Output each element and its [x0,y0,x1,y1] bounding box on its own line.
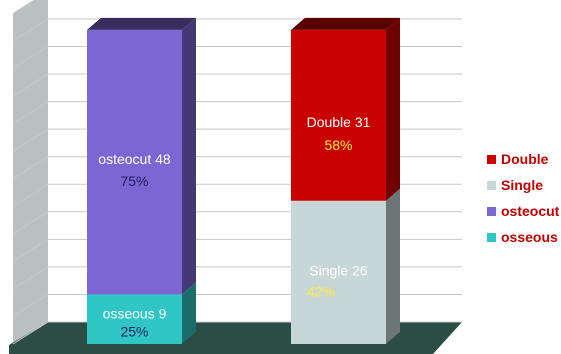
bar-top [291,17,400,30]
legend-label: Single [501,177,544,193]
legend-label: Double [501,151,549,167]
percent-label-double: 58% [324,137,352,153]
bar-segment-double-side [386,17,400,201]
bar-segment-single-side [386,188,400,344]
legend-swatch [487,154,496,164]
legend-label: osteocut [501,203,560,219]
data-label-osseous: osseous 9 [103,305,167,321]
data-label-double: Double 31 [307,114,371,130]
percent-label-single: 42% [307,284,335,300]
data-label-osteocut: osteocut 48 [98,151,171,167]
gridline [12,0,36,14]
data-label-single: Single 26 [309,263,368,279]
legend-item-single: Single [487,172,561,198]
legend-swatch [487,206,496,216]
side-wall [13,0,48,344]
bar-segment-osteocut-side [182,17,196,295]
legend-swatch [487,180,496,190]
bar-segment-osteocut [87,29,182,295]
data-labels: osseous 9 25% osteocut 48 75% Single 26 42% Do… [98,114,370,339]
bars [87,17,400,344]
legend-item-osteocut: osteocut [487,198,561,224]
legend: Double Single osteocut osseous [487,146,561,256]
bar-top [87,17,196,30]
bar-segment-single [291,200,386,344]
percent-label-osseous: 25% [120,323,148,339]
bar-segment-double [291,29,386,201]
bar-segment-osseous [87,294,182,344]
legend-item-double: Double [487,146,561,172]
legend-swatch [487,232,496,242]
percent-label-osteocut: 75% [120,173,148,189]
legend-label: osseous [501,229,558,245]
legend-item-osseous: osseous [487,224,561,250]
bar-segment-osseous-side [182,282,196,344]
